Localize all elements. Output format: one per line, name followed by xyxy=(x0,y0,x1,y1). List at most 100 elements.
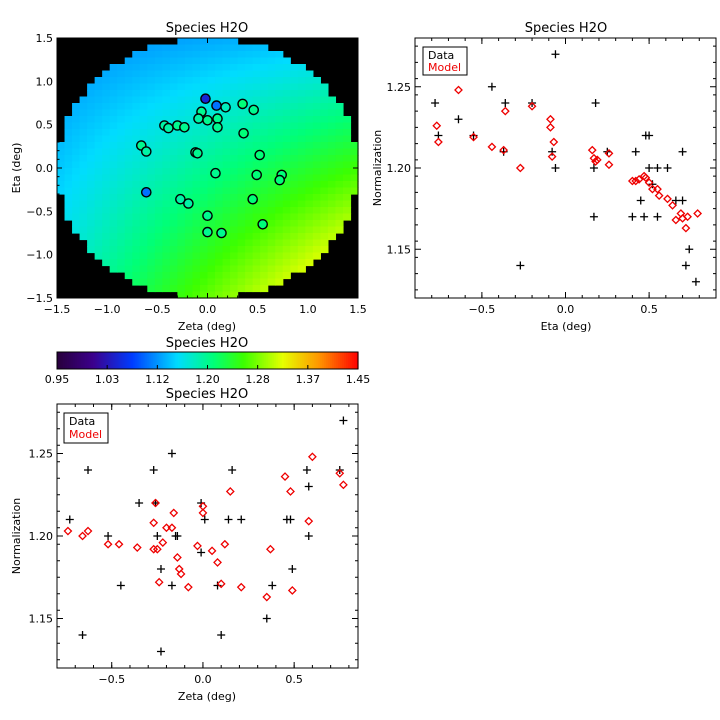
heatmap-cell xyxy=(275,135,284,143)
heatmap-cell xyxy=(320,129,329,137)
colorbar-cell xyxy=(321,352,325,369)
heatmap-cell xyxy=(94,187,103,195)
zeta-legend-model: Model xyxy=(69,428,102,441)
heatmap-cell xyxy=(222,187,231,195)
heatmap-cell xyxy=(64,129,73,137)
zeta-data-point xyxy=(237,515,246,524)
colorbar-cell xyxy=(211,352,215,369)
heatmap-cell xyxy=(312,83,321,91)
heatmap-cell xyxy=(245,174,254,182)
heatmap-point xyxy=(212,113,223,124)
heatmap-cell xyxy=(139,51,148,59)
heatmap-cell xyxy=(282,57,291,65)
heatmap-cell xyxy=(237,135,246,143)
heatmap-y-tick-label: 1.5 xyxy=(36,32,54,45)
heatmap-cell xyxy=(147,161,156,169)
heatmap-cell xyxy=(87,135,96,143)
heatmap-cell xyxy=(245,129,254,137)
heatmap-cell xyxy=(102,259,111,267)
heatmap-cell xyxy=(184,272,194,280)
colorbar-cell xyxy=(237,352,241,369)
heatmap-cell xyxy=(222,83,231,91)
eta-data-point xyxy=(645,131,654,140)
heatmap-cell xyxy=(169,246,179,254)
heatmap-cell xyxy=(267,194,276,202)
heatmap-cell xyxy=(245,103,254,111)
eta-data-point xyxy=(589,212,598,221)
heatmap-cell xyxy=(245,285,254,293)
heatmap-cell xyxy=(237,213,246,221)
heatmap-cell xyxy=(57,148,66,156)
heatmap-cell xyxy=(207,109,216,117)
heatmap-cell xyxy=(147,83,156,91)
heatmap-cell xyxy=(252,246,261,254)
heatmap-cell xyxy=(275,161,284,169)
heatmap-cell xyxy=(124,259,133,267)
heatmap-cell xyxy=(169,168,179,176)
heatmap-cell xyxy=(237,259,246,267)
heatmap-cell xyxy=(320,148,329,156)
heatmap-cell xyxy=(282,259,291,267)
heatmap-cell xyxy=(312,122,321,130)
heatmap-cell xyxy=(290,155,299,163)
colorbar-cell xyxy=(305,352,309,369)
heatmap-cell xyxy=(184,259,194,267)
heatmap-cell xyxy=(109,239,118,247)
heatmap-point xyxy=(212,122,223,133)
heatmap-cell xyxy=(154,96,163,104)
heatmap-cell xyxy=(199,220,209,228)
colorbar-cell xyxy=(279,352,283,369)
heatmap-cell xyxy=(290,161,299,169)
heatmap-cell xyxy=(102,155,111,163)
heatmap-cell xyxy=(117,90,126,98)
zeta-model-point xyxy=(167,523,177,533)
colorbar-cell xyxy=(133,352,136,369)
heatmap-cell xyxy=(335,220,344,228)
heatmap-cell xyxy=(79,226,88,234)
heatmap-cell xyxy=(252,187,261,195)
zeta-model-point xyxy=(225,487,235,496)
zeta-y-tick-label: 1.20 xyxy=(29,530,54,543)
zeta-model-point xyxy=(154,577,164,587)
heatmap-cell xyxy=(207,239,216,247)
colorbar-cell xyxy=(193,352,197,369)
colorbar-cell xyxy=(251,352,255,369)
heatmap-cell xyxy=(297,233,306,241)
heatmap-cell xyxy=(177,64,186,72)
heatmap-cell xyxy=(192,103,201,111)
eta-data-point xyxy=(663,164,672,172)
heatmap-cell xyxy=(230,252,239,260)
heatmap-cell xyxy=(230,239,239,247)
colorbar-tick-label: 1.12 xyxy=(145,373,170,386)
colorbar-cell xyxy=(219,352,223,369)
heatmap-cell xyxy=(267,129,276,137)
heatmap-cell xyxy=(109,148,118,156)
heatmap-cell xyxy=(184,285,194,293)
heatmap-cell xyxy=(57,181,66,189)
heatmap-cell xyxy=(275,200,284,208)
heatmap-cell xyxy=(290,103,299,111)
heatmap-cell xyxy=(342,129,352,137)
heatmap-cell xyxy=(124,226,133,234)
heatmap-cell xyxy=(215,155,224,163)
heatmap-cell xyxy=(162,194,171,202)
heatmap-cell xyxy=(222,77,231,85)
heatmap-cell xyxy=(282,226,291,234)
heatmap-cell xyxy=(290,226,299,234)
heatmap-cell xyxy=(132,168,141,176)
heatmap-cell xyxy=(290,265,299,273)
heatmap-cell xyxy=(87,90,96,98)
heatmap-point xyxy=(175,193,186,205)
heatmap-cell xyxy=(117,174,126,182)
eta-data-point xyxy=(636,196,645,205)
heatmap-point xyxy=(251,169,263,181)
colorbar-cell xyxy=(285,352,289,369)
heatmap-cell xyxy=(199,291,209,299)
heatmap-cell xyxy=(207,246,216,254)
heatmap-cell xyxy=(192,44,201,52)
heatmap-cell xyxy=(124,135,133,143)
heatmap-cell xyxy=(162,246,171,254)
heatmap-cell xyxy=(245,213,254,221)
heatmap-cell xyxy=(297,174,306,182)
eta-scatter-y-ticks: 1.151.201.25 xyxy=(387,45,716,291)
